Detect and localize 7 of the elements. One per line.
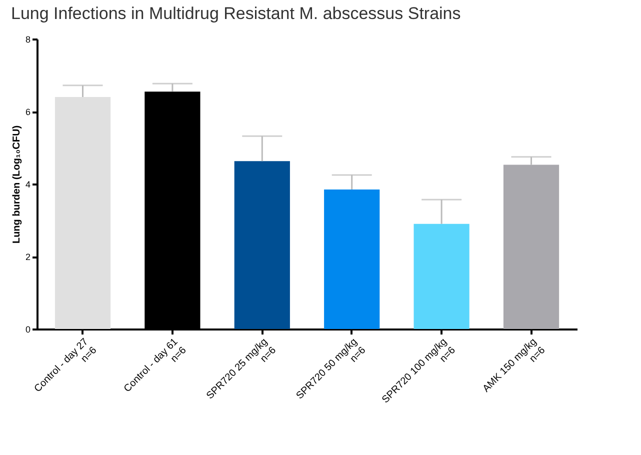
y-tick-label: 6 <box>25 107 30 117</box>
y-tick-label: 8 <box>25 34 30 44</box>
chart-title: Lung Infections in Multidrug Resistant M. abscessus Strains <box>10 4 461 23</box>
y-tick-label: 0 <box>25 324 30 334</box>
y-axis-title: Lung burden (Log₁₀CFU) <box>11 125 22 244</box>
y-tick-label: 2 <box>25 252 30 262</box>
y-tick-label: 4 <box>25 180 30 190</box>
